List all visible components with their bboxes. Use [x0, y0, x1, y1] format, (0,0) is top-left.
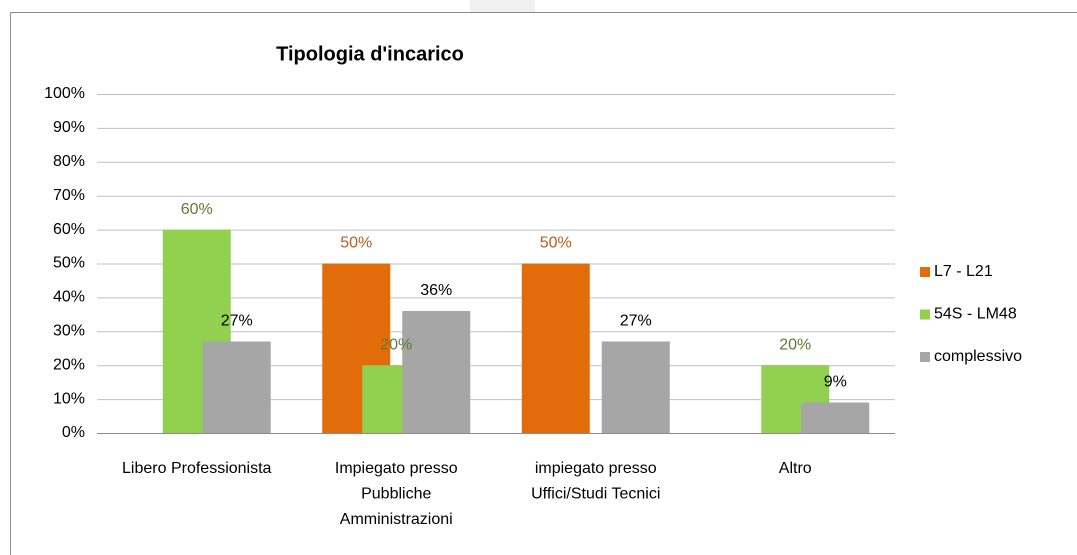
x-tick-label: Libero Professionista: [122, 460, 272, 477]
legend-swatch: [920, 267, 930, 277]
y-tick-label: 0%: [62, 424, 85, 441]
data-label: 9%: [824, 374, 847, 391]
x-tick-label-line: impiegato presso: [535, 460, 657, 477]
top-tab: [470, 0, 535, 12]
x-tick-label-line: Uffici/Studi Tecnici: [531, 486, 660, 503]
y-tick-label: 100%: [44, 85, 85, 102]
y-tick-label: 30%: [53, 323, 85, 340]
bar: [801, 402, 870, 433]
legend-swatch: [920, 352, 930, 362]
legend-label: 54S - LM48: [934, 306, 1017, 323]
bar: [402, 310, 471, 433]
x-tick-label-line: Impiegato presso: [335, 460, 458, 477]
y-tick-label: 20%: [53, 356, 85, 373]
data-label: 20%: [779, 336, 811, 353]
y-tick-label: 60%: [53, 221, 85, 238]
data-label: 20%: [380, 336, 412, 353]
y-tick-label: 70%: [53, 187, 85, 204]
x-tick-label-line: Altro: [779, 460, 812, 477]
chart-title: Tipologia d'incarico: [276, 43, 464, 65]
y-tick-label: 80%: [53, 153, 85, 170]
legend-swatch: [920, 309, 930, 320]
x-tick-label-line: Libero Professionista: [122, 460, 272, 477]
x-tick-label-line: Pubbliche: [361, 486, 431, 503]
x-tick-label-line: Amministrazioni: [340, 511, 453, 528]
y-tick-label: 90%: [53, 119, 85, 136]
data-label: 27%: [620, 313, 652, 330]
legend-label: complessivo: [934, 348, 1022, 365]
legend-label: L7 - L21: [934, 263, 993, 280]
data-label: 36%: [420, 282, 452, 299]
bar: [521, 263, 590, 433]
data-label: 50%: [340, 235, 372, 252]
x-tick-label: Altro: [779, 460, 812, 477]
y-tick-label: 10%: [53, 390, 85, 407]
data-label: 50%: [540, 235, 572, 252]
data-label: 27%: [221, 313, 253, 330]
bar: [202, 341, 271, 433]
y-tick-label: 50%: [53, 255, 85, 272]
x-tick-label: Impiegato presso Pubbliche Amministrazioni: [335, 460, 458, 528]
data-label: 60%: [181, 201, 213, 218]
y-tick-label: 40%: [53, 289, 85, 306]
x-tick-label: impiegato presso Uffici/Studi Tecnici: [531, 460, 660, 503]
bar: [601, 341, 670, 433]
